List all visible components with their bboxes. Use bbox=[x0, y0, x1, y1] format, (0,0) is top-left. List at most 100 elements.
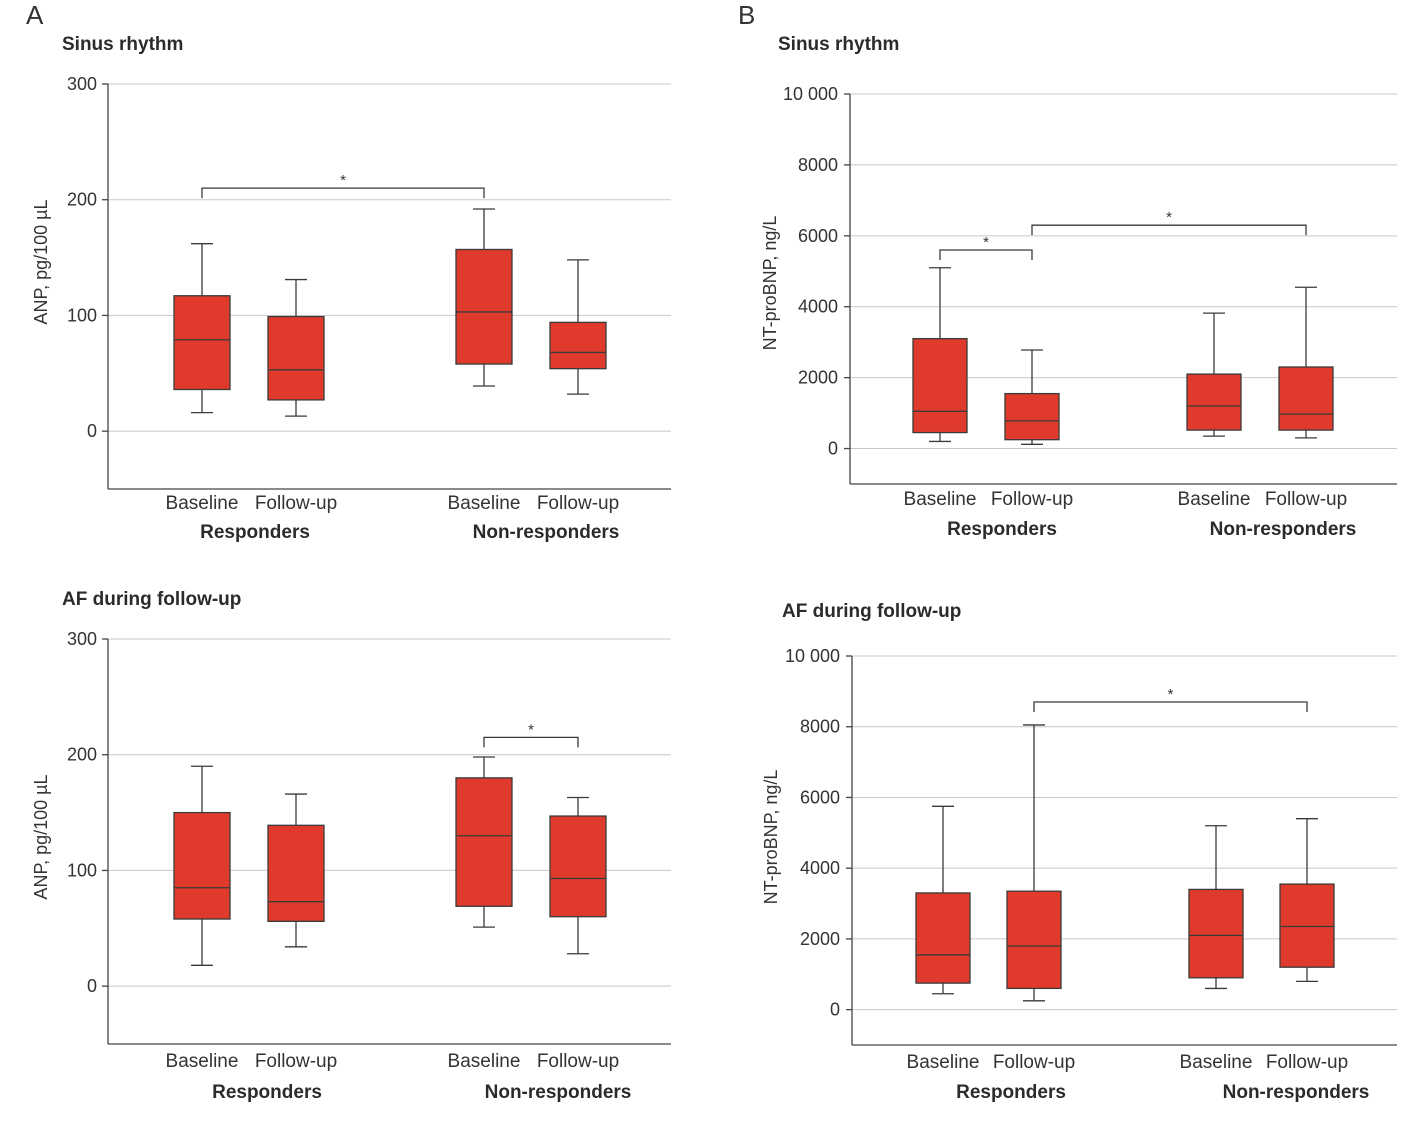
box-3 bbox=[1188, 825, 1244, 990]
y-tick-label: 300 bbox=[67, 629, 97, 649]
iqr-box bbox=[1279, 883, 1335, 968]
category-label: Follow-up bbox=[1265, 489, 1347, 510]
box-4 bbox=[549, 259, 607, 395]
category-label: Follow-up bbox=[993, 1052, 1075, 1073]
box-1 bbox=[915, 805, 971, 995]
iqr-box bbox=[173, 295, 231, 391]
chart-title: AF during follow-up bbox=[782, 601, 961, 622]
group-label: Non-responders bbox=[473, 522, 620, 543]
y-tick-label: 100 bbox=[67, 860, 97, 880]
charts: Sinus rhythm 0 100 200 300 ANP, pg/100 µL Base… bbox=[31, 34, 1397, 1103]
box-3 bbox=[455, 756, 513, 928]
y-tick-label: 2000 bbox=[800, 929, 840, 949]
iqr-box bbox=[455, 248, 513, 365]
category-label: Baseline bbox=[448, 493, 521, 514]
iqr-box bbox=[173, 811, 231, 920]
chart-3: AF during follow-up 0 100 200 300 ANP, pg/100… bbox=[31, 589, 671, 1103]
significance-bracket bbox=[1031, 224, 1307, 236]
y-tick-label: 10 000 bbox=[783, 84, 838, 104]
significance-bracket bbox=[483, 736, 579, 748]
y-tick-label: 0 bbox=[87, 421, 97, 441]
significance-bracket bbox=[201, 187, 485, 199]
y-tick-label: 4000 bbox=[800, 858, 840, 878]
y-tick-label: 0 bbox=[830, 1000, 840, 1020]
y-axis-label: NT-proBNP, ng/L bbox=[761, 770, 781, 905]
category-label: Follow-up bbox=[991, 489, 1073, 510]
group-label: Responders bbox=[947, 519, 1057, 540]
y-tick-label: 0 bbox=[87, 976, 97, 996]
category-label: Follow-up bbox=[255, 493, 337, 514]
chart-4: AF during follow-up 0 2000 4000 6000 8000 10 0… bbox=[761, 601, 1397, 1103]
chart-2: Sinus rhythm 0 2000 4000 6000 8000 10 000 NT-pr… bbox=[760, 34, 1397, 540]
box-1 bbox=[173, 243, 231, 414]
box-2 bbox=[1004, 349, 1060, 445]
group-label: Responders bbox=[956, 1082, 1066, 1103]
category-label: Follow-up bbox=[255, 1051, 337, 1072]
significance-label: * bbox=[1166, 209, 1172, 226]
y-axis-label: ANP, pg/100 µL bbox=[31, 774, 51, 899]
significance-bracket bbox=[939, 249, 1033, 260]
group-label: Non-responders bbox=[1223, 1082, 1370, 1103]
y-tick-label: 8000 bbox=[798, 155, 838, 175]
box-4 bbox=[1279, 818, 1335, 982]
iqr-box bbox=[549, 815, 607, 918]
box-1 bbox=[912, 267, 968, 443]
iqr-box bbox=[1006, 890, 1062, 990]
significance-label: * bbox=[340, 172, 346, 189]
y-axis-label: NT-proBNP, ng/L bbox=[760, 216, 780, 351]
iqr-box bbox=[1188, 888, 1244, 979]
iqr-box bbox=[1186, 373, 1242, 431]
chart-title: Sinus rhythm bbox=[778, 34, 899, 55]
category-label: Baseline bbox=[904, 489, 977, 510]
category-label: Baseline bbox=[907, 1052, 980, 1073]
chart-title: AF during follow-up bbox=[62, 589, 241, 610]
category-label: Baseline bbox=[448, 1051, 521, 1072]
category-label: Follow-up bbox=[537, 493, 619, 514]
group-label: Non-responders bbox=[1210, 519, 1357, 540]
category-label: Follow-up bbox=[1266, 1052, 1348, 1073]
significance-label: * bbox=[528, 721, 534, 738]
category-label: Baseline bbox=[166, 1051, 239, 1072]
group-label: Responders bbox=[200, 522, 310, 543]
y-tick-label: 10 000 bbox=[785, 646, 840, 666]
box-2 bbox=[267, 278, 325, 417]
group-label: Non-responders bbox=[485, 1082, 632, 1103]
box-2 bbox=[1006, 724, 1062, 1002]
y-axis-label: ANP, pg/100 µL bbox=[31, 199, 51, 324]
category-label: Baseline bbox=[166, 493, 239, 514]
significance-bracket bbox=[1033, 701, 1308, 712]
box-3 bbox=[455, 208, 513, 387]
y-tick-label: 200 bbox=[67, 190, 97, 210]
category-label: Follow-up bbox=[537, 1051, 619, 1072]
iqr-box bbox=[915, 892, 971, 984]
iqr-box bbox=[267, 315, 325, 401]
iqr-box bbox=[1004, 392, 1060, 441]
significance-label: * bbox=[983, 234, 989, 251]
y-tick-label: 300 bbox=[67, 74, 97, 94]
panel-letter-b: B bbox=[738, 0, 755, 30]
chart-title: Sinus rhythm bbox=[62, 34, 183, 55]
box-4 bbox=[549, 796, 607, 955]
iqr-box bbox=[549, 321, 607, 370]
y-tick-label: 4000 bbox=[798, 297, 838, 317]
y-tick-label: 6000 bbox=[798, 226, 838, 246]
iqr-box bbox=[455, 777, 513, 907]
iqr-box bbox=[267, 824, 325, 922]
y-tick-label: 100 bbox=[67, 305, 97, 325]
y-tick-label: 200 bbox=[67, 745, 97, 765]
box-1 bbox=[173, 765, 231, 966]
y-tick-label: 8000 bbox=[800, 717, 840, 737]
iqr-box bbox=[1278, 366, 1334, 431]
y-tick-label: 2000 bbox=[798, 368, 838, 388]
group-label: Responders bbox=[212, 1082, 322, 1103]
chart-1: Sinus rhythm 0 100 200 300 ANP, pg/100 µL Base… bbox=[31, 34, 671, 543]
box-4 bbox=[1278, 286, 1334, 439]
significance-label: * bbox=[1168, 686, 1174, 703]
box-2 bbox=[267, 793, 325, 948]
category-label: Baseline bbox=[1180, 1052, 1253, 1073]
y-tick-label: 6000 bbox=[800, 787, 840, 807]
y-tick-label: 0 bbox=[828, 439, 838, 459]
box-3 bbox=[1186, 312, 1242, 437]
panel-letter-a: A bbox=[26, 0, 44, 30]
